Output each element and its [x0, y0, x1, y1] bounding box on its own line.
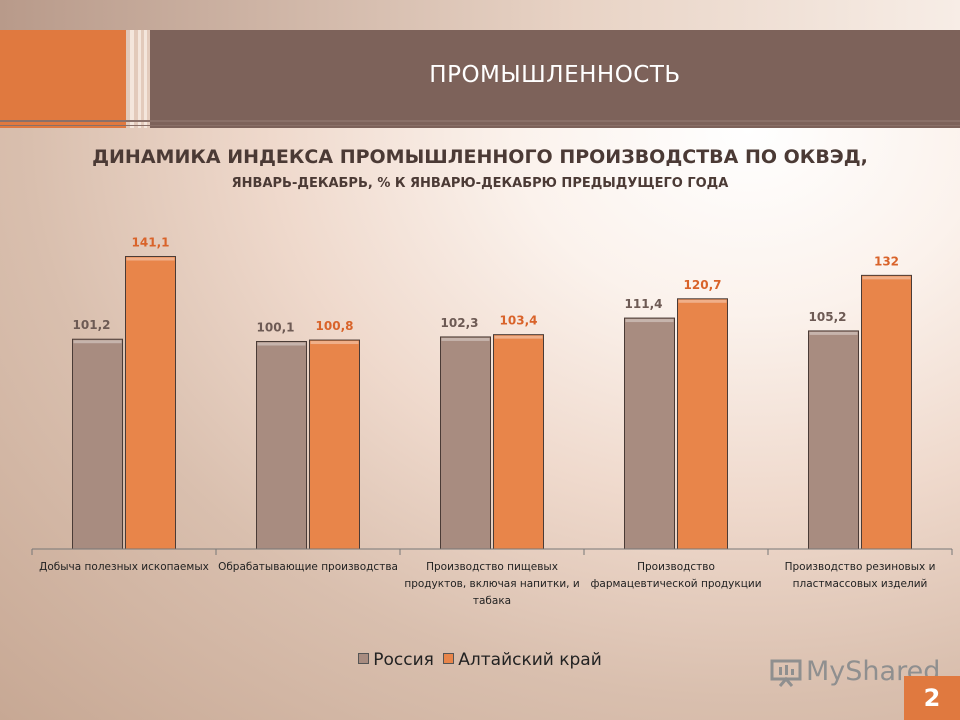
legend-item-russia: Россия — [358, 650, 434, 670]
separator-bar — [130, 30, 134, 128]
separator-bar — [144, 30, 147, 128]
legend: Россия Алтайский край — [0, 650, 960, 670]
bar-russia — [624, 317, 675, 550]
bar-highlight — [441, 337, 490, 341]
x-tick-label: продуктов, включая напитки, и — [404, 578, 579, 590]
x-tick-label: Добыча полезных ископаемых — [39, 561, 209, 573]
legend-swatch — [358, 653, 370, 664]
chart-subtitle: ЯНВАРЬ-ДЕКАБРЬ, % К ЯНВАРЮ-ДЕКАБРЮ ПРЕДЫ… — [231, 176, 729, 191]
bar-highlight — [494, 335, 543, 339]
bar-russia — [256, 340, 307, 550]
presentation-icon — [770, 659, 802, 687]
bar-highlight — [310, 341, 359, 345]
separator-bar — [138, 30, 141, 128]
page-title: ПРОМЫШЛЕННОСТЬ — [429, 62, 681, 88]
legend-swatch — [443, 653, 455, 664]
data-label: 100,8 — [316, 319, 354, 333]
x-tick-label: табака — [473, 595, 511, 607]
bar-russia — [808, 330, 859, 550]
bar-altai — [493, 334, 544, 550]
x-tick-label: Производство пищевых — [426, 561, 558, 573]
title-band — [150, 30, 960, 128]
bar-highlight — [678, 299, 727, 303]
data-label: 100,1 — [257, 320, 295, 334]
data-label: 105,2 — [809, 310, 847, 324]
bar-highlight — [625, 319, 674, 323]
data-label: 101,2 — [73, 318, 111, 332]
data-label: 120,7 — [684, 278, 722, 292]
bar-altai — [125, 255, 176, 550]
bar-highlight — [862, 276, 911, 280]
title-rule — [0, 125, 960, 126]
chart-title: ДИНАМИКА ИНДЕКСА ПРОМЫШЛЕННОГО ПРОИЗВОДС… — [92, 146, 868, 168]
legend-item-altai: Алтайский край — [443, 650, 602, 670]
accent-block — [0, 30, 126, 128]
x-tick-label: Производство — [637, 561, 715, 573]
x-tick-label: пластмассовых изделий — [793, 578, 928, 590]
page-number: 2 — [904, 676, 960, 720]
x-tick-label: Обрабатывающие производства — [218, 561, 398, 573]
data-label: 132 — [874, 254, 899, 268]
bar-russia — [440, 336, 491, 550]
data-label: 103,4 — [500, 314, 538, 328]
bar-altai — [309, 339, 360, 550]
bar-altai — [861, 274, 912, 550]
legend-label: Алтайский край — [458, 650, 602, 670]
x-tick-label: Производство резиновых и — [785, 561, 936, 573]
bar-altai — [677, 298, 728, 550]
legend-label: Россия — [373, 650, 434, 670]
bar-highlight — [73, 340, 122, 344]
data-label: 102,3 — [441, 316, 479, 330]
bar-highlight — [257, 342, 306, 346]
bar-highlight — [126, 257, 175, 261]
title-rule — [0, 120, 960, 122]
bar-highlight — [809, 331, 858, 335]
x-tick-label: фармацевтической продукции — [590, 578, 761, 590]
bar-russia — [72, 338, 123, 550]
data-label: 111,4 — [625, 297, 663, 311]
data-label: 141,1 — [132, 235, 170, 249]
top-band — [0, 0, 960, 30]
